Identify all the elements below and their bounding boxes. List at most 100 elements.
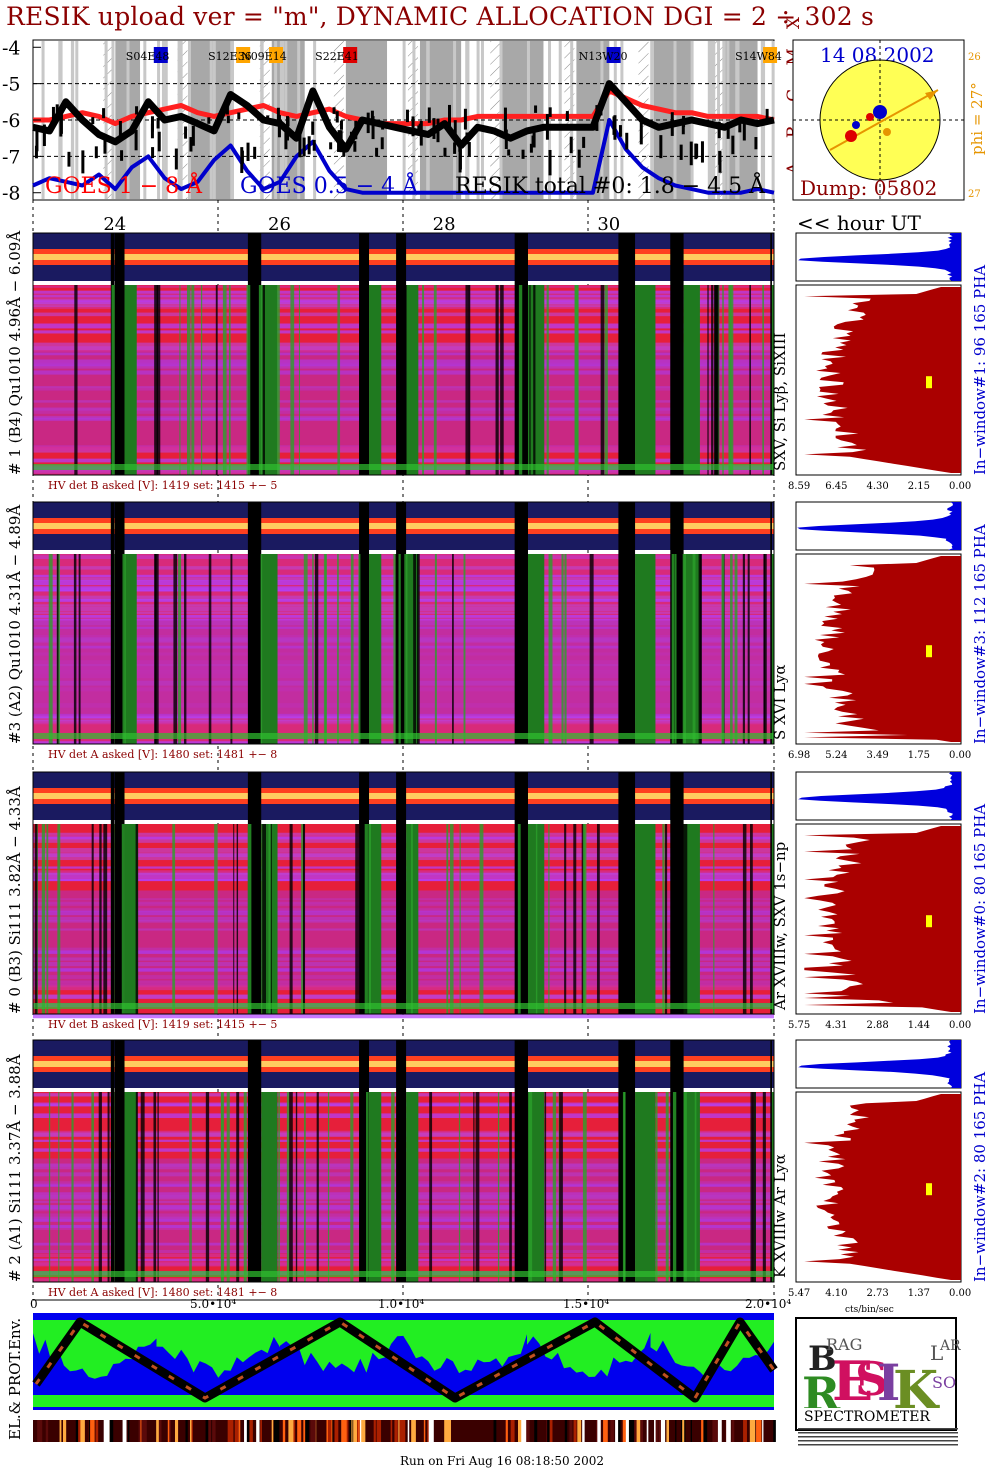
active-region-blue (873, 105, 887, 119)
env-strip-segment (390, 1420, 393, 1442)
resik-point (443, 147, 447, 157)
resik-point (521, 149, 525, 159)
saa-band (564, 41, 575, 199)
env-strip-segment (522, 1420, 527, 1442)
bottom-tick-label: 2.0•10⁴ (745, 1297, 791, 1311)
data-gap (359, 1040, 370, 1282)
env-strip-segment (762, 1420, 764, 1442)
hv-label: HV det B asked [V]: 1419 set: 1415 +− 5 (48, 1018, 277, 1031)
env-strip-segment (423, 1420, 426, 1442)
resik-point (42, 124, 46, 147)
phi-label: phi = 27° (968, 82, 986, 155)
footer-run-date: Run on Fri Aug 16 08:18:50 2002 (399, 1454, 604, 1468)
data-gap-green (771, 554, 774, 744)
resik-point (726, 121, 730, 139)
hour-label: << hour UT (797, 211, 921, 235)
env-strip-segment (633, 1420, 639, 1442)
data-gap-green (406, 554, 419, 744)
data-gap (359, 502, 370, 744)
env-strip-segment (712, 1420, 718, 1442)
resik-point (150, 123, 154, 139)
env-strip-segment (109, 1420, 114, 1442)
flare-label: S12E36 (208, 50, 252, 63)
intensity-fill (804, 826, 961, 1012)
data-gap (514, 502, 528, 744)
data-gap-green (683, 285, 700, 475)
window-label: In−window#1: 96 165 PHA (971, 265, 989, 475)
svg-text:E: E (832, 1349, 873, 1413)
data-gap-green (261, 285, 278, 475)
resik-point (151, 147, 155, 159)
env-strip-segment (622, 1420, 626, 1442)
data-gap-stripe (570, 41, 574, 199)
resik-point (742, 122, 746, 141)
resik-point (246, 142, 250, 161)
flare-marker (236, 47, 251, 63)
resik-point (618, 125, 622, 137)
pha-fill (798, 233, 961, 281)
env-strip-segment (351, 1420, 353, 1442)
y-tick-label: -7 (2, 146, 21, 168)
detector-panel-0: HV det B asked [V]: 1419 set: 1415 +− 5 #… (6, 231, 989, 492)
resik-point (225, 103, 229, 115)
env-strip-segment (95, 1420, 99, 1442)
env-strip-segment (640, 1420, 643, 1442)
pha-x-tick: 2.73 (867, 1288, 889, 1299)
detector-label: # 1 (B4) Qu1010 4.96Å − 6.09Å (6, 231, 24, 475)
env-strip-segment (690, 1420, 693, 1442)
env-strip-segment (341, 1420, 347, 1442)
data-gap-green (261, 1092, 278, 1282)
data-gap (396, 1040, 407, 1282)
data-gap-stripe (722, 41, 726, 199)
bottom-tick-label: 0 (30, 1297, 38, 1311)
resik-point (529, 143, 533, 153)
y-tick-label: -4 (2, 37, 21, 59)
env-strip-segment (167, 1420, 171, 1442)
data-gap-green (683, 824, 700, 1014)
data-gap (359, 772, 370, 1014)
flare-label: N09E14 (241, 50, 287, 63)
resik-point (504, 129, 508, 150)
env-label: EL.& PROT.Env. (6, 1318, 24, 1440)
env-strip-segment (238, 1420, 241, 1442)
resik-point (375, 147, 379, 157)
pha-x-tick: 1.37 (908, 1288, 930, 1299)
pha-x-tick: 6.45 (825, 481, 847, 492)
data-gap-green (527, 285, 545, 475)
env-strip-segment (407, 1420, 410, 1442)
env-strip-segment (411, 1420, 416, 1442)
env-strip-segment (505, 1420, 508, 1442)
hour-tick-label: 26 (268, 214, 291, 235)
resik-point (689, 141, 693, 166)
env-strip-segment (682, 1420, 685, 1442)
data-gap-stripe (717, 41, 721, 199)
flare-label: S22E41 (315, 50, 359, 63)
env-strip-segment (577, 1420, 582, 1442)
env-strip-segment (701, 1420, 705, 1442)
env-strip-segment (524, 1420, 530, 1442)
hour-tick-label: 28 (433, 214, 456, 235)
data-gap (247, 502, 262, 744)
svg-text:AR: AR (939, 1338, 961, 1354)
resik-point (134, 129, 138, 151)
resik-point (448, 104, 452, 127)
env-strip-segment (88, 1420, 92, 1442)
data-gap (396, 233, 407, 475)
env-strip-segment (303, 1420, 306, 1442)
env-strip-segment (399, 1420, 406, 1442)
pha-fill (797, 502, 961, 550)
data-gap (114, 772, 125, 1014)
env-strip-segment (90, 1420, 95, 1442)
env-strip-segment (675, 1420, 677, 1442)
resik-point (765, 108, 769, 125)
env-strip-segment (260, 1420, 262, 1442)
env-strip-segment (141, 1420, 147, 1442)
resik-point (738, 123, 742, 133)
resik-point (189, 137, 193, 152)
y-tick-label: -5 (2, 74, 21, 96)
line-label: S XVI Lyα (771, 664, 789, 740)
resik-point (681, 119, 685, 135)
resik-point (679, 144, 683, 160)
flare-marker (153, 47, 168, 63)
resik-point (120, 150, 124, 161)
